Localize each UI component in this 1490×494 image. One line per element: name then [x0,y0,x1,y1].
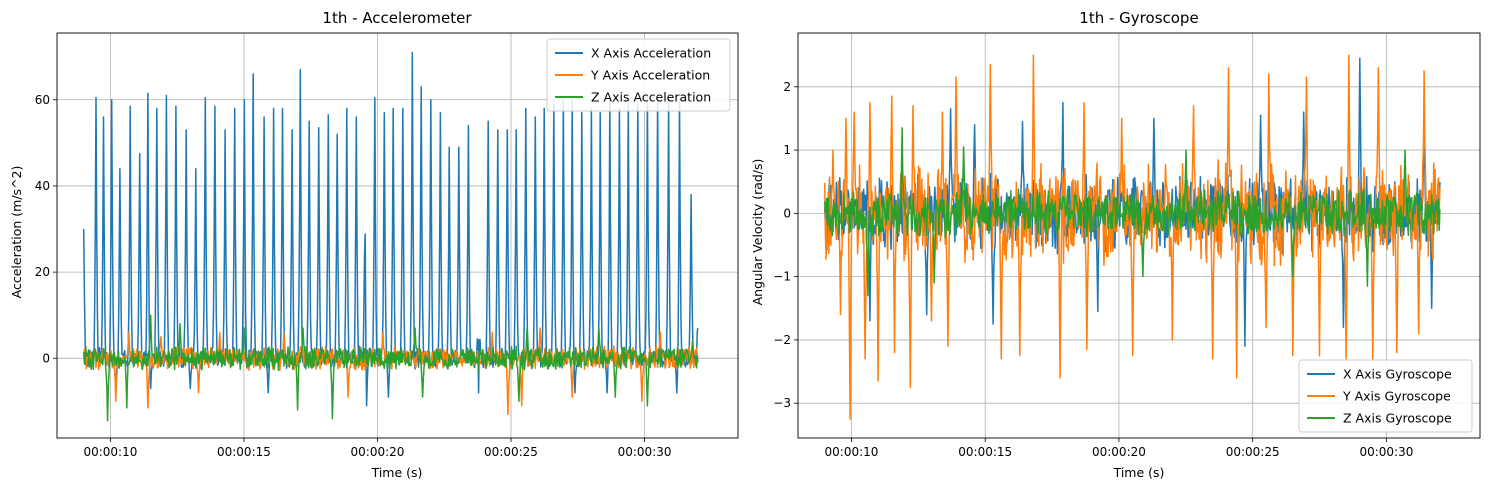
gyroscope-panel: 1th - Gyroscope Time (s) Angular Velocit… [750,9,1481,480]
accelerometer-ytick-label: 40 [35,179,50,193]
gyroscope-legend-label-y: Y Axis Gyroscope [1342,389,1451,404]
accelerometer-series-z-line [82,314,699,422]
accelerometer-xtick-label: 00:00:20 [351,445,405,459]
accelerometer-xtick-label: 00:00:30 [618,445,672,459]
gyroscope-xtick-label: 00:00:20 [1092,445,1146,459]
gyroscope-ytick-label: 1 [783,143,791,157]
gyroscope-xtick-label: 00:00:30 [1359,445,1413,459]
gyroscope-xtick-label: 00:00:15 [958,445,1012,459]
accelerometer-xlabel: Time (s) [371,465,423,480]
accelerometer-axes-frame [56,32,739,439]
gyroscope-ylabel: Angular Velocity (rad/s) [750,159,765,306]
accelerometer-ytick-label: 60 [35,93,50,107]
gyroscope-xtick-label: 00:00:10 [825,445,879,459]
accelerometer-legend-label-x: X Axis Acceleration [591,46,711,61]
accelerometer-ytick-label: 20 [35,265,50,279]
accelerometer-xtick-label: 00:00:15 [217,445,271,459]
gyroscope-xlabel: Time (s) [1113,465,1165,480]
gyroscope-legend: X Axis Gyroscope Y Axis Gyroscope Z Axis G… [1298,359,1473,433]
gyroscope-ytick-label: 2 [783,80,791,94]
accelerometer-xtick-label: 00:00:25 [484,445,538,459]
accelerometer-ytick-label: 0 [42,351,50,365]
accelerometer-legend-label-z: Z Axis Acceleration [591,90,711,105]
gyroscope-ytick-label: −1 [773,270,791,284]
gyroscope-ytick-label: −2 [773,333,791,347]
gyroscope-series-z-line [823,127,1441,297]
accelerometer-title: 1th - Accelerometer [322,9,472,27]
gyroscope-legend-box [1298,359,1473,433]
accelerometer-legend-box [546,38,731,112]
gyroscope-xtick-label: 00:00:25 [1226,445,1280,459]
gyroscope-legend-label-z: Z Axis Gyroscope [1343,411,1452,426]
accelerometer-panel: 1th - Accelerometer Time (s) Acceleratio… [9,9,739,480]
gyroscope-ytick-label: 0 [783,206,791,220]
gyroscope-ytick-label: −3 [773,396,791,410]
gyroscope-legend-label-x: X Axis Gyroscope [1343,367,1452,382]
accelerometer-ylabel: Acceleration (m/s^2) [9,166,24,299]
gyroscope-axes-frame [797,32,1481,439]
accelerometer-xtick-label: 00:00:10 [83,445,137,459]
accelerometer-legend-label-y: Y Axis Acceleration [590,68,710,83]
gyroscope-title: 1th - Gyroscope [1079,9,1198,27]
accelerometer-legend: X Axis Acceleration Y Axis Acceleration Z … [546,38,731,112]
